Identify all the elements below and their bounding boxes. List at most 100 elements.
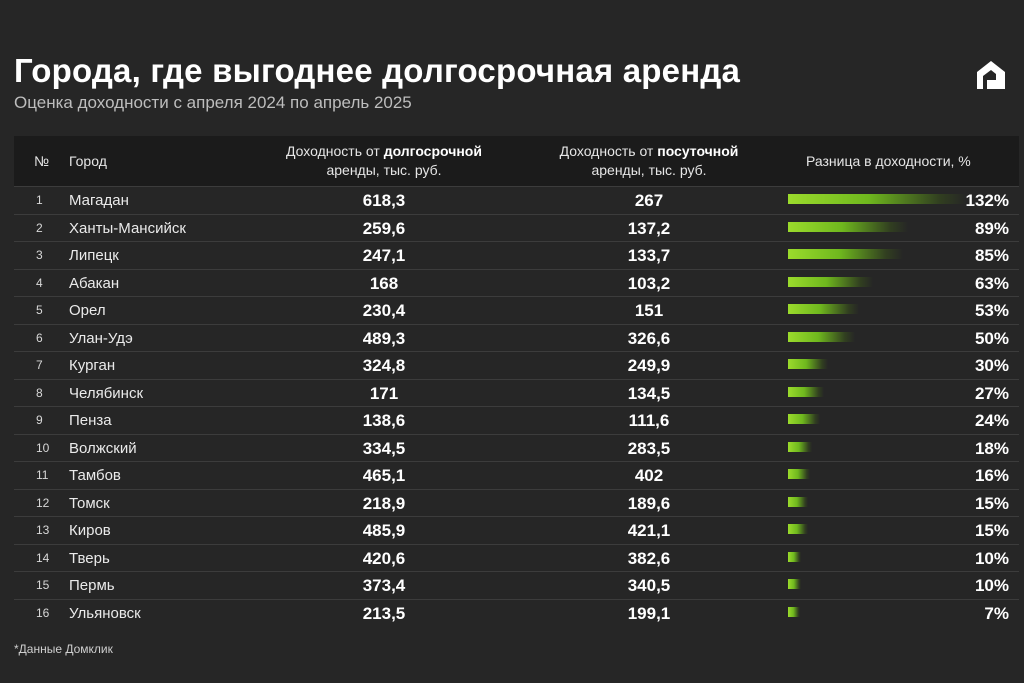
row-number: 7 [36, 358, 43, 372]
row-daily-income: 340,5 [627, 576, 671, 595]
row-number: 16 [36, 605, 50, 620]
table-row: 10 Волжский 334,5 283,5 18% [14, 433, 1019, 462]
row-number: 1 [36, 193, 43, 207]
row-number: 15 [36, 578, 50, 592]
row-daily-income: 137,2 [627, 218, 671, 238]
row-number: 13 [36, 523, 50, 537]
row-diff-percent: 53% [974, 301, 1009, 320]
row-daily-income: 151 [634, 301, 664, 320]
row-city: Орел [69, 302, 106, 319]
row-long-income: 247,1 [362, 246, 406, 265]
table-row: 5 Орел 230,4 151 53% [14, 296, 1019, 324]
diff-bar [788, 194, 966, 204]
row-long-income: 218,9 [362, 493, 406, 513]
row-diff-percent: 10% [974, 548, 1009, 568]
header-diff: Разница в доходности, % [806, 153, 971, 169]
row-city: Курган [69, 357, 116, 374]
row-city: Челябинск [69, 384, 144, 402]
table-row: 16 Ульяновск 213,5 199,1 7% [14, 598, 1019, 627]
row-number: 3 [36, 248, 43, 262]
row-diff-percent: 63% [974, 273, 1009, 293]
row-daily-income: 382,6 [627, 548, 671, 568]
diff-bar [788, 276, 873, 287]
header-long-post: аренды, тыс. руб. [326, 162, 442, 178]
table-row: 14 Тверь 420,6 382,6 10% [14, 543, 1019, 572]
row-city: Улан-Удэ [69, 329, 133, 347]
row-long-income: 171 [369, 383, 399, 403]
row-daily-income: 267 [634, 191, 664, 210]
row-number: 10 [36, 440, 50, 455]
row-long-income: 324,8 [362, 356, 406, 375]
header-long: Доходность от долгосрочной аренды, тыс. … [254, 142, 514, 180]
row-city: Ульяновск [69, 604, 141, 622]
diff-bar [788, 469, 810, 479]
row-long-income: 230,4 [362, 301, 406, 320]
table-row: 13 Киров 485,9 421,1 15% [14, 516, 1019, 544]
header-city: Город [69, 153, 107, 169]
diff-bar [788, 386, 825, 397]
row-number: 5 [36, 303, 43, 317]
table-row: 3 Липецк 247,1 133,7 85% [14, 241, 1019, 269]
diff-bar [788, 496, 809, 507]
diff-bar [788, 414, 821, 424]
row-number: 2 [36, 220, 43, 235]
row-diff-percent: 15% [974, 493, 1009, 513]
row-number: 8 [36, 385, 43, 400]
table-row: 15 Пермь 373,4 340,5 10% [14, 571, 1019, 599]
diff-bar [788, 524, 809, 534]
row-long-income: 489,3 [362, 328, 406, 348]
row-city: Томск [69, 494, 110, 512]
row-daily-income: 326,6 [627, 328, 671, 348]
row-long-income: 213,5 [362, 603, 406, 623]
table-row: 6 Улан-Удэ 489,3 326,6 50% [14, 323, 1019, 352]
row-city: Липецк [69, 247, 119, 264]
header-daily: Доходность от посуточной аренды, тыс. ру… [524, 142, 774, 180]
row-diff-percent: 18% [974, 438, 1009, 458]
table-row: 12 Томск 218,9 189,6 15% [14, 488, 1019, 517]
header-num: № [34, 153, 50, 169]
row-number: 11 [36, 468, 49, 482]
header-daily-post: аренды, тыс. руб. [591, 162, 707, 178]
table-row: 11 Тамбов 465,1 402 16% [14, 461, 1019, 489]
diff-bar [788, 331, 856, 342]
row-city: Пермь [69, 577, 115, 594]
row-daily-income: 189,6 [627, 493, 671, 513]
row-number: 9 [36, 413, 43, 427]
row-diff-percent: 24% [974, 411, 1009, 430]
row-diff-percent: 30% [974, 356, 1009, 375]
header-daily-bold: посуточной [657, 143, 739, 159]
row-city: Тамбов [69, 467, 121, 484]
row-daily-income: 103,2 [627, 273, 671, 293]
row-number: 4 [36, 275, 43, 290]
row-long-income: 334,5 [362, 438, 406, 458]
table-row: 7 Курган 324,8 249,9 30% [14, 351, 1019, 379]
header-long-pre: Доходность от [286, 143, 384, 159]
row-number: 6 [36, 330, 43, 345]
table-row: 9 Пенза 138,6 111,6 24% [14, 406, 1019, 434]
diff-bar [788, 221, 908, 232]
row-city: Абакан [69, 274, 120, 292]
table-row: 2 Ханты-Мансийск 259,6 137,2 89% [14, 213, 1019, 242]
diff-bar [788, 359, 829, 369]
row-diff-percent: 10% [974, 576, 1009, 595]
diff-bar [788, 304, 860, 314]
row-city: Волжский [69, 439, 137, 457]
diff-bar [788, 579, 802, 589]
table-header: № Город Доходность от долгосрочной аренд… [14, 136, 1019, 186]
row-city: Пенза [69, 412, 112, 429]
row-diff-percent: 15% [974, 521, 1009, 540]
row-long-income: 168 [369, 273, 399, 293]
header-long-bold: долгосрочной [383, 143, 482, 159]
row-long-income: 618,3 [362, 191, 406, 210]
row-long-income: 373,4 [362, 576, 406, 595]
row-daily-income: 402 [634, 466, 664, 485]
table-row: 1 Магадан 618,3 267 132% [14, 186, 1019, 214]
row-daily-income: 283,5 [627, 438, 671, 458]
row-city: Тверь [69, 549, 110, 567]
row-long-income: 138,6 [362, 411, 406, 430]
row-diff-percent: 85% [974, 246, 1009, 265]
row-number: 14 [36, 550, 50, 565]
row-daily-income: 249,9 [627, 356, 671, 375]
row-long-income: 420,6 [362, 548, 406, 568]
row-number: 12 [36, 495, 50, 510]
